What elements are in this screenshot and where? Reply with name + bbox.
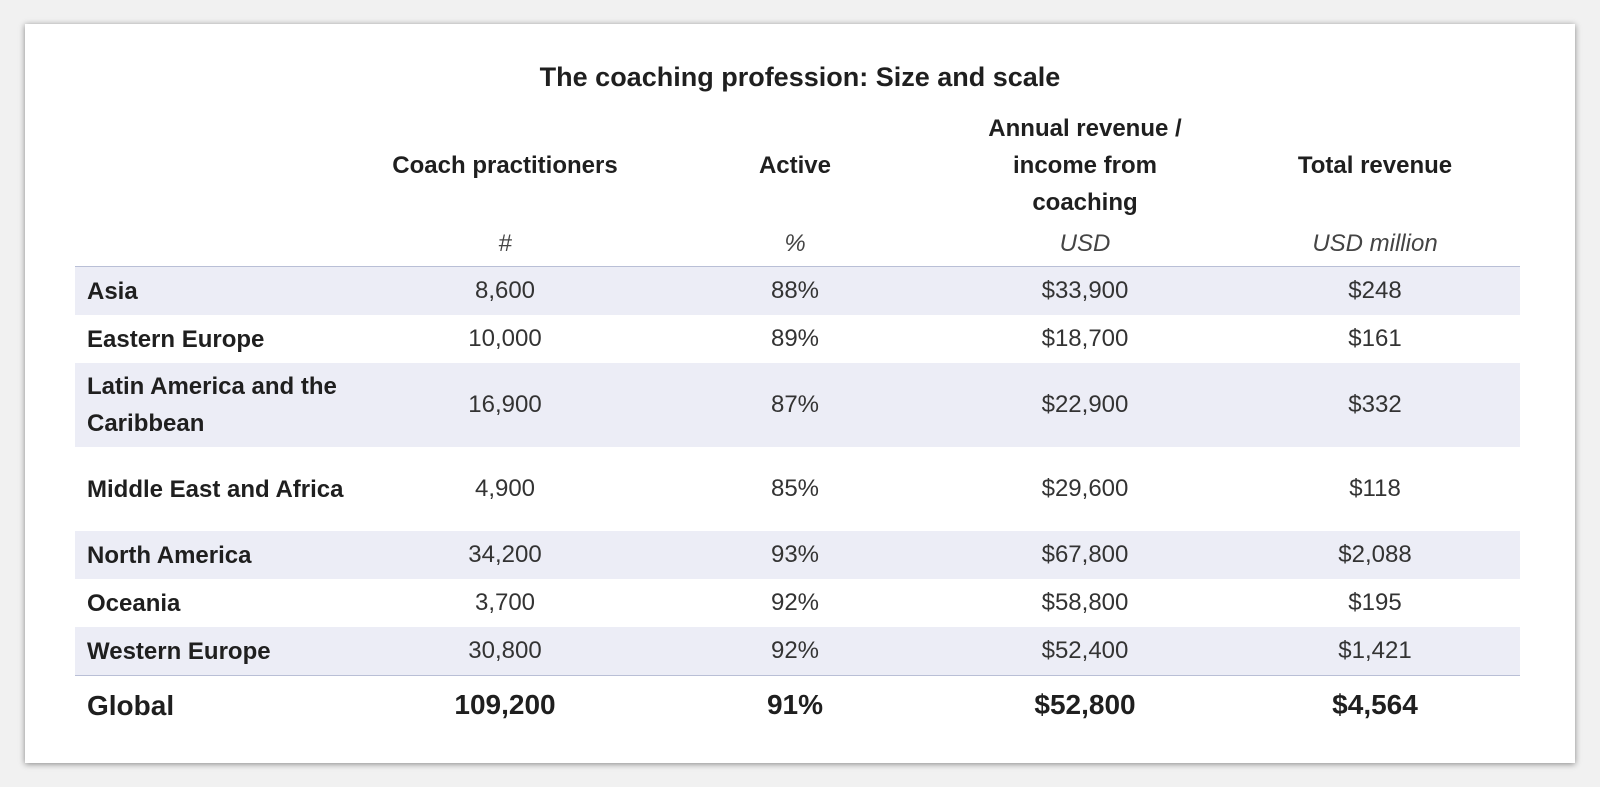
annual-revenue-cell: $58,800 [1041, 589, 1129, 616]
region-cell: North America [75, 531, 360, 579]
practitioners-cell: 16,900 [360, 363, 650, 447]
region-cell: Oceania [87, 589, 181, 617]
region-cell: Latin America and the Caribbean [75, 363, 360, 447]
active-cell: 92% [770, 589, 820, 616]
header-annual-revenue: Annual revenue / income from coaching [988, 115, 1182, 216]
header-empty [75, 110, 360, 221]
total-active-cell: 91% [766, 689, 824, 720]
header-row: Coach practitioners Active Annual revenu… [75, 110, 1520, 221]
practitioners-cell: 30,800 [360, 627, 650, 676]
total-row: Global 109,200 91% $52,800 $4,564 [75, 676, 1520, 735]
total-region-cell: Global [87, 689, 175, 721]
total-annual-revenue-cell: $52,800 [1034, 689, 1136, 720]
table-row: North America 34,200 93% $67,800 $2,088 [75, 531, 1520, 579]
total-revenue-cell: $248 [1230, 266, 1520, 315]
unit-active: % [650, 221, 940, 267]
header-active: Active [758, 152, 832, 179]
chart-title: The coaching profession: Size and scale [539, 62, 1061, 92]
unit-total-revenue: USD million [1230, 221, 1520, 267]
data-table: Coach practitioners Active Annual revenu… [75, 110, 1520, 734]
practitioners-cell: 34,200 [360, 531, 650, 579]
active-cell: 88% [650, 266, 940, 315]
annual-revenue-cell: $18,700 [1041, 325, 1129, 352]
table-row: Latin America and the Caribbean 16,900 8… [75, 363, 1520, 447]
active-cell: 87% [650, 363, 940, 447]
table-row: Western Europe 30,800 92% $52,400 $1,421 [75, 627, 1520, 676]
total-revenue-cell: $332 [1230, 363, 1520, 447]
table-row: Middle East and Africa 4,900 85% $29,600… [75, 447, 1520, 531]
practitioners-cell: 8,600 [360, 266, 650, 315]
unit-annual-revenue: USD [940, 221, 1230, 267]
practitioners-cell: 4,900 [474, 475, 536, 502]
total-revenue-cell: $118 [1349, 475, 1401, 502]
region-cell: Western Europe [75, 627, 360, 676]
annual-revenue-cell: $33,900 [940, 266, 1230, 315]
table-row: Asia 8,600 88% $33,900 $248 [75, 266, 1520, 315]
practitioners-cell: 10,000 [468, 325, 542, 352]
annual-revenue-cell: $29,600 [1041, 475, 1129, 502]
total-practitioners-cell: 109,200 [454, 689, 556, 720]
unit-empty [75, 221, 360, 267]
active-cell: 85% [770, 475, 820, 502]
total-revenue-cell: $161 [1348, 325, 1402, 352]
total-revenue-cell: $2,088 [1230, 531, 1520, 579]
practitioners-cell: 3,700 [474, 589, 536, 616]
table-row: Oceania 3,700 92% $58,800 $195 [75, 579, 1520, 627]
total-total-revenue-cell: $4,564 [1332, 689, 1418, 720]
table-row: Eastern Europe 10,000 89% $18,700 $161 [75, 315, 1520, 363]
total-revenue-cell: $1,421 [1230, 627, 1520, 676]
annual-revenue-cell: $67,800 [940, 531, 1230, 579]
header-practitioners: Coach practitioners [392, 152, 618, 179]
region-cell: Eastern Europe [87, 325, 265, 353]
region-cell: Middle East and Africa [87, 475, 344, 503]
total-revenue-cell: $195 [1348, 589, 1402, 616]
unit-row: # % USD USD million [75, 221, 1520, 267]
active-cell: 89% [770, 325, 820, 352]
active-cell: 92% [650, 627, 940, 676]
annual-revenue-cell: $52,400 [940, 627, 1230, 676]
annual-revenue-cell: $22,900 [940, 363, 1230, 447]
unit-practitioners: # [360, 221, 650, 267]
header-total-revenue: Total revenue [1297, 152, 1453, 179]
region-cell: Asia [75, 266, 360, 315]
active-cell: 93% [650, 531, 940, 579]
